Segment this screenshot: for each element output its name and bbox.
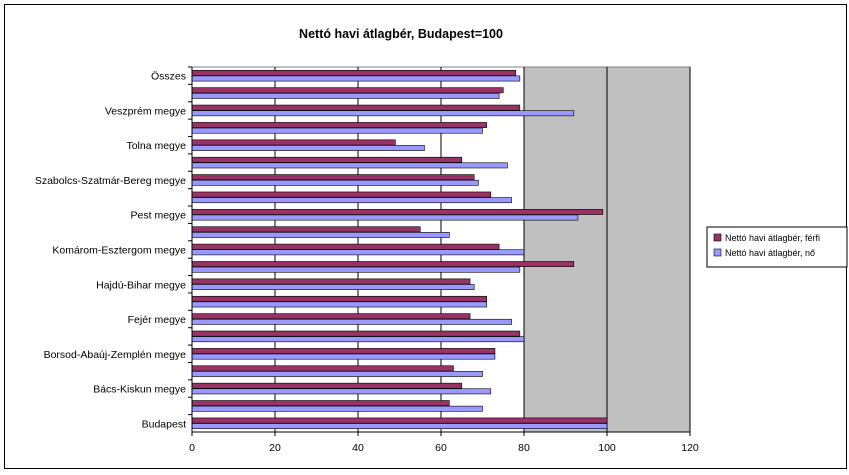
bar bbox=[191, 261, 575, 267]
bar bbox=[191, 122, 487, 128]
bar bbox=[191, 75, 521, 82]
y-tick-label: Veszprém megye bbox=[105, 105, 186, 117]
bar bbox=[191, 295, 487, 302]
y-tick-label: Budapest bbox=[142, 418, 186, 430]
y-tick-label: Fejér megye bbox=[128, 314, 187, 326]
bar bbox=[191, 382, 463, 389]
bar bbox=[191, 69, 517, 76]
y-tick-label: Szabolcs-Szatmár-Bereg megye bbox=[35, 175, 186, 187]
y-tick-label: Pest megye bbox=[131, 210, 187, 222]
legend-label: Nettó havi átlagbér, nő bbox=[725, 248, 815, 258]
x-tick-label: 40 bbox=[352, 442, 364, 454]
bar bbox=[191, 353, 496, 360]
bar bbox=[191, 191, 492, 198]
x-tick-label: 100 bbox=[598, 442, 616, 454]
x-tick-label: 60 bbox=[435, 442, 447, 454]
bar bbox=[191, 400, 450, 407]
x-tick-label: 20 bbox=[269, 442, 281, 454]
legend-swatch bbox=[713, 248, 722, 257]
bar bbox=[191, 174, 475, 181]
bar bbox=[191, 423, 608, 430]
bar bbox=[191, 232, 450, 238]
bar bbox=[191, 284, 475, 290]
bar bbox=[191, 87, 504, 94]
x-tick-label: 120 bbox=[681, 442, 699, 454]
bar bbox=[191, 179, 479, 186]
chart-title: Nettó havi átlagbér, Budapest=100 bbox=[299, 27, 503, 41]
bar bbox=[191, 336, 525, 343]
bar bbox=[191, 301, 487, 308]
axis-layer: Budapest Bács-Kiskun megye Borsod-Abaúj-Ze… bbox=[35, 66, 699, 454]
bar bbox=[191, 313, 471, 320]
legend-box bbox=[706, 226, 848, 268]
bar bbox=[191, 417, 608, 424]
chart-frame: Nettó havi átlagbér, Budapest=100 Budape… bbox=[4, 4, 848, 469]
bar bbox=[191, 348, 496, 354]
legend-swatch bbox=[713, 233, 722, 242]
bar bbox=[191, 110, 575, 117]
bar bbox=[191, 365, 454, 372]
bar bbox=[191, 318, 512, 325]
y-tick-label: Tolna megye bbox=[126, 140, 186, 152]
bars-layer bbox=[191, 69, 608, 430]
y-tick-label: Borsod-Abaúj-Zemplén megye bbox=[44, 349, 187, 361]
bar bbox=[191, 104, 521, 111]
bar bbox=[191, 249, 525, 256]
bar bbox=[191, 371, 483, 377]
bar bbox=[191, 278, 471, 285]
y-tick-label: Bács-Kiskun megye bbox=[93, 384, 186, 396]
bar bbox=[191, 214, 579, 221]
bar bbox=[191, 388, 492, 395]
bar bbox=[191, 162, 508, 169]
bar bbox=[191, 243, 500, 250]
legend-label: Nettó havi átlagbér, férfi bbox=[725, 233, 820, 243]
bar bbox=[191, 139, 396, 146]
y-tick-label: Összes bbox=[151, 71, 186, 83]
bar bbox=[191, 209, 604, 215]
x-tick-label: 80 bbox=[518, 442, 530, 454]
bar bbox=[191, 197, 512, 204]
bar bbox=[191, 156, 463, 163]
bar bbox=[191, 266, 521, 273]
bar bbox=[191, 145, 425, 151]
legend: Nettó havi átlagbér, férfi Nettó havi átl… bbox=[706, 226, 848, 268]
chart-svg: Nettó havi átlagbér, Budapest=100 Budape… bbox=[35, 27, 848, 454]
bar bbox=[191, 92, 500, 99]
x-tick-label: 0 bbox=[189, 442, 195, 454]
bar bbox=[191, 405, 483, 412]
y-tick-label: Komárom-Esztergom megye bbox=[52, 245, 186, 257]
y-tick-label: Hajdú-Bihar megye bbox=[96, 279, 186, 291]
bar bbox=[191, 330, 521, 337]
bar bbox=[191, 127, 483, 134]
bar bbox=[191, 226, 421, 233]
